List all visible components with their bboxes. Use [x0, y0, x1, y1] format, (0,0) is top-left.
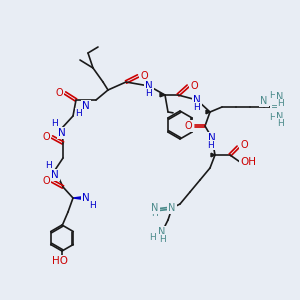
Text: H: H — [145, 88, 152, 98]
Text: N: N — [158, 227, 166, 237]
Text: H: H — [278, 118, 284, 127]
Text: H: H — [45, 161, 51, 170]
Text: N: N — [151, 203, 159, 213]
Text: O: O — [55, 88, 63, 98]
Text: H: H — [90, 200, 96, 209]
Text: N: N — [276, 112, 284, 122]
Polygon shape — [211, 153, 215, 157]
Text: OH: OH — [240, 157, 256, 167]
Text: N: N — [168, 203, 176, 213]
Text: O: O — [140, 71, 148, 81]
Text: O: O — [184, 121, 192, 131]
Text: N: N — [58, 128, 66, 138]
Polygon shape — [73, 196, 86, 200]
Text: H: H — [152, 209, 158, 218]
Text: H: H — [52, 119, 58, 128]
Text: O: O — [240, 140, 248, 150]
Text: N: N — [51, 170, 59, 180]
Text: N: N — [145, 81, 153, 91]
Text: HO: HO — [52, 256, 68, 266]
Polygon shape — [206, 110, 210, 114]
Text: H: H — [150, 233, 156, 242]
Text: N: N — [260, 96, 268, 106]
Text: H: H — [159, 235, 165, 244]
Text: O: O — [190, 81, 198, 91]
Text: H: H — [76, 109, 82, 118]
Text: N: N — [82, 193, 90, 203]
Text: H: H — [268, 112, 275, 122]
Text: H: H — [278, 100, 284, 109]
Text: H: H — [208, 140, 214, 149]
Text: O: O — [42, 132, 50, 142]
Text: N: N — [82, 101, 90, 111]
Text: N: N — [276, 92, 284, 102]
Text: N: N — [208, 133, 216, 143]
Text: =: = — [271, 102, 279, 112]
Text: N: N — [193, 95, 201, 105]
Text: H: H — [193, 103, 200, 112]
Text: H: H — [268, 92, 275, 100]
Text: O: O — [42, 176, 50, 186]
Polygon shape — [160, 93, 165, 97]
